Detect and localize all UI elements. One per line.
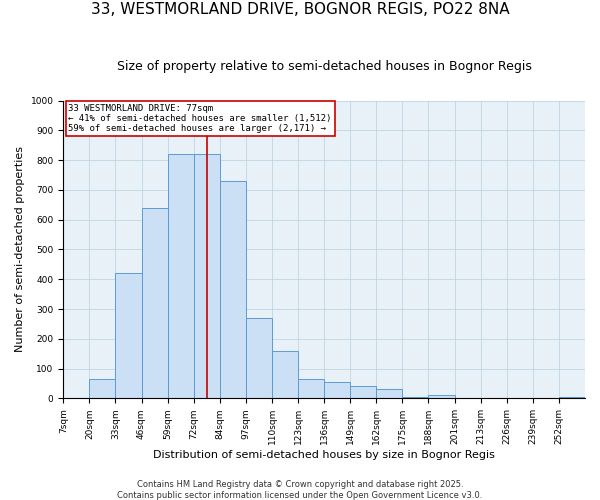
Bar [220,181,246,398]
Title: Size of property relative to semi-detached houses in Bognor Regis: Size of property relative to semi-detach… [117,60,532,73]
Bar [167,154,194,398]
Bar [324,382,350,398]
Text: 33 WESTMORLAND DRIVE: 77sqm
← 41% of semi-detached houses are smaller (1,512)
59: 33 WESTMORLAND DRIVE: 77sqm ← 41% of sem… [68,104,332,134]
Bar [350,386,376,398]
Bar [89,379,115,398]
Bar [272,350,298,399]
Text: 33, WESTMORLAND DRIVE, BOGNOR REGIS, PO22 8NA: 33, WESTMORLAND DRIVE, BOGNOR REGIS, PO2… [91,2,509,18]
Bar [194,154,220,398]
Bar [376,390,403,398]
Text: Contains HM Land Registry data © Crown copyright and database right 2025.
Contai: Contains HM Land Registry data © Crown c… [118,480,482,500]
Bar [559,397,585,398]
Bar [428,396,455,398]
Bar [115,274,142,398]
Bar [403,397,428,398]
X-axis label: Distribution of semi-detached houses by size in Bognor Regis: Distribution of semi-detached houses by … [153,450,495,460]
Bar [298,379,324,398]
Bar [142,208,167,398]
Y-axis label: Number of semi-detached properties: Number of semi-detached properties [15,146,25,352]
Bar [246,318,272,398]
